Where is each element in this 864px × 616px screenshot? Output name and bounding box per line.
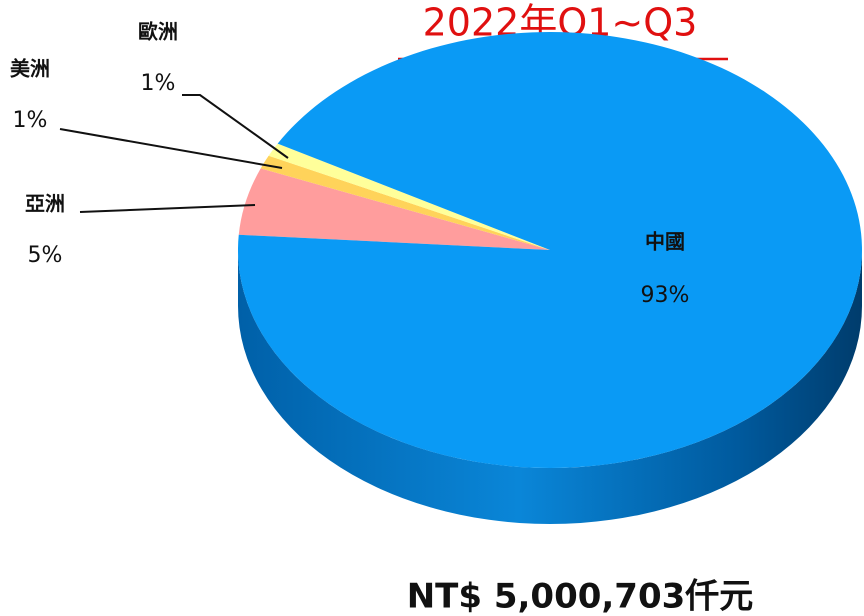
- slice: [260, 155, 550, 250]
- pie: [238, 32, 863, 524]
- category-label: 歐洲: [138, 20, 178, 44]
- leader-line: [59, 128, 283, 169]
- category-label: 美洲: [10, 57, 50, 81]
- value-label: 5%: [28, 243, 63, 268]
- slice: [268, 143, 550, 250]
- labels: 亞洲 5% 美洲 1% 歐洲 1% 中國 93%: [10, 20, 689, 309]
- slice: [238, 32, 863, 468]
- value-label: 1%: [141, 71, 176, 96]
- value-label: 1%: [13, 108, 48, 133]
- category-label: 中國: [645, 230, 685, 254]
- footer: NT$ 5,000,703仟元: [407, 577, 754, 616]
- leader-line: [182, 94, 289, 159]
- slice: [238, 168, 550, 250]
- category-label: 亞洲: [25, 192, 65, 216]
- value-label: 93%: [641, 283, 690, 308]
- leader-line: [79, 204, 256, 213]
- slice-side: [238, 250, 862, 524]
